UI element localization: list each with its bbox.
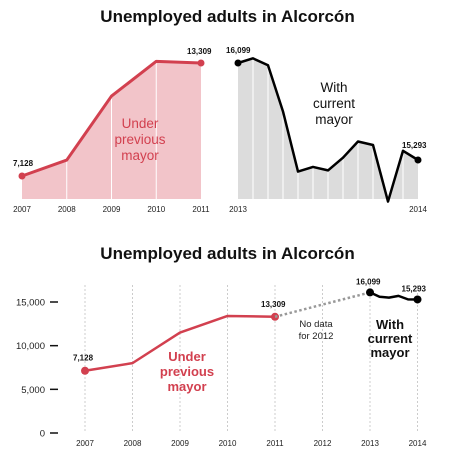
x-tick-label: 2013 — [361, 439, 379, 448]
chart-title-bottom: Unemployed adults in Alcorcón — [100, 244, 355, 263]
x-tick-label: 2011 — [266, 439, 284, 448]
data-label: 13,309 — [261, 300, 286, 309]
data-point — [414, 156, 422, 164]
data-label: 15,293 — [402, 141, 427, 150]
current-mayor-line — [237, 57, 419, 203]
x-tick-label: 2010 — [219, 439, 237, 448]
x-tick-label: 2014 — [409, 205, 427, 214]
annotation-no-data: No data for 2012 — [299, 319, 334, 342]
annotation-previous-mayor: Under previous mayor — [160, 349, 214, 394]
data-point — [234, 59, 242, 67]
x-tick-label: 2013 — [229, 205, 247, 214]
x-tick-label: 2014 — [409, 439, 427, 448]
data-label: 16,099 — [356, 277, 381, 286]
x-tick-label: 2010 — [147, 205, 165, 214]
gap-connector — [274, 291, 371, 318]
y-tick-label: 5,000 — [21, 385, 45, 396]
annotation-current-mayor: With current mayor — [313, 80, 355, 127]
data-point — [81, 366, 89, 375]
y-tick-label: 0 — [40, 429, 45, 440]
data-point — [197, 59, 205, 67]
data-point — [366, 288, 374, 297]
y-tick-label: 15,000 — [16, 298, 45, 309]
x-tick-label: 2011 — [192, 205, 210, 214]
data-label: 7,128 — [13, 159, 34, 168]
x-tick-label: 2007 — [13, 205, 31, 214]
previous-mayor-line — [84, 314, 276, 372]
x-tick-label: 2008 — [124, 439, 142, 448]
x-tick-label: 2007 — [76, 439, 94, 448]
x-tick-label: 2008 — [58, 205, 76, 214]
x-tick-label: 2009 — [103, 205, 121, 214]
data-point — [413, 295, 422, 304]
current-mayor-line — [369, 291, 418, 301]
previous-mayor-line — [21, 59, 202, 178]
data-label: 15,293 — [402, 284, 427, 293]
data-point — [18, 172, 26, 180]
chart-title-top: Unemployed adults in Alcorcón — [100, 7, 355, 26]
x-tick-label: 2012 — [314, 439, 332, 448]
data-label: 16,099 — [226, 46, 251, 55]
data-label: 13,309 — [187, 47, 212, 56]
annotation-previous-mayor: Under previous mayor — [114, 116, 165, 163]
annotation-current-mayor: With current mayor — [368, 317, 413, 360]
data-label: 7,128 — [73, 354, 94, 363]
x-tick-label: 2009 — [171, 439, 189, 448]
y-tick-label: 10,000 — [16, 341, 45, 352]
